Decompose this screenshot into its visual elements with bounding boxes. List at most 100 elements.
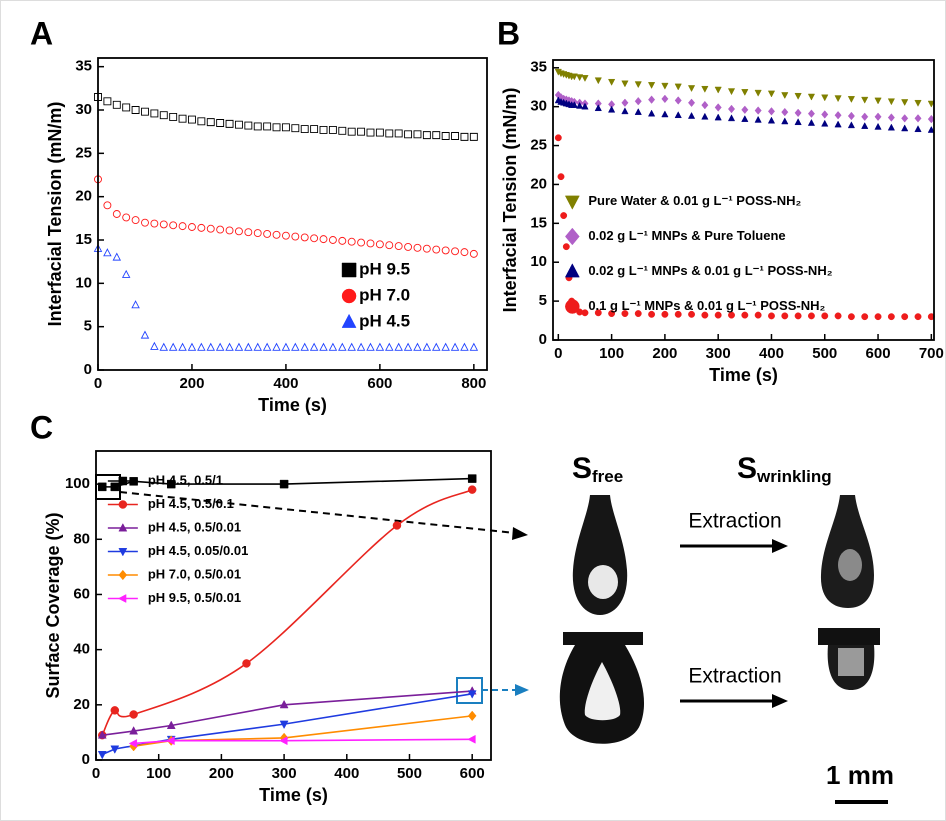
data-point	[385, 129, 394, 138]
data-point	[460, 342, 469, 351]
data-point	[347, 342, 356, 351]
drop-label: Swrinkling	[737, 452, 832, 487]
data-point	[557, 173, 565, 181]
data-point	[821, 312, 829, 320]
data-point	[847, 313, 855, 321]
data-point	[648, 95, 656, 104]
data-point	[450, 342, 460, 351]
data-point	[122, 103, 131, 112]
data-point	[291, 342, 300, 351]
data-point	[727, 104, 736, 114]
legend-marker	[564, 263, 580, 278]
data-point	[356, 342, 366, 351]
data-point	[403, 342, 413, 351]
legend-label: pH 7.0, 0.5/0.01	[148, 566, 241, 581]
data-point	[581, 102, 589, 110]
y-tick-label: 25	[530, 137, 547, 154]
data-point	[807, 118, 816, 126]
data-point	[701, 100, 709, 110]
data-point	[366, 239, 375, 248]
data-point	[272, 123, 281, 132]
legend-label: pH 7.0	[359, 285, 410, 304]
y-tick-label: 35	[530, 59, 547, 76]
data-point	[687, 85, 696, 93]
needle	[563, 632, 643, 645]
data-point	[234, 120, 243, 129]
data-point	[103, 201, 112, 210]
panel-label: B	[497, 15, 520, 51]
data-point	[234, 227, 243, 236]
data-point	[159, 111, 168, 120]
data-point	[206, 118, 215, 127]
data-point	[581, 309, 589, 317]
data-point	[608, 105, 616, 113]
data-point	[97, 730, 107, 739]
data-point	[168, 342, 178, 351]
data-point	[131, 216, 140, 225]
legend-marker	[118, 569, 128, 581]
data-point	[914, 114, 922, 123]
data-point	[375, 128, 384, 137]
panel-label: A	[30, 15, 53, 51]
data-point	[281, 123, 290, 132]
data-point	[661, 94, 669, 104]
data-point	[581, 75, 589, 82]
data-point	[701, 85, 709, 93]
data-point	[263, 122, 272, 131]
data-point	[621, 98, 629, 108]
data-point	[187, 342, 197, 351]
x-tick-label: 100	[599, 345, 624, 362]
data-point	[432, 245, 441, 254]
plot-frame	[552, 59, 935, 341]
panel-label: C	[30, 409, 53, 445]
data-point	[847, 111, 855, 121]
data-point	[874, 112, 882, 122]
data-point	[781, 312, 789, 320]
y-tick-label: 100	[65, 475, 90, 492]
data-point	[634, 310, 642, 317]
data-point	[874, 97, 882, 105]
data-point	[821, 110, 829, 119]
data-point	[901, 313, 909, 321]
x-tick-label: 500	[812, 345, 837, 362]
data-point	[422, 342, 432, 351]
legend-label: pH 4.5, 0.5/0.01	[148, 519, 241, 534]
data-point	[767, 116, 776, 124]
legend-marker	[341, 288, 357, 304]
data-point	[927, 125, 935, 133]
x-tick-label: 0	[554, 345, 562, 362]
data-point	[110, 706, 120, 715]
data-point	[714, 86, 722, 94]
data-point	[674, 96, 682, 105]
data-point	[451, 247, 460, 256]
data-point	[253, 122, 262, 131]
x-tick-label: 0	[92, 765, 100, 782]
data-point	[169, 112, 178, 121]
data-point	[460, 248, 469, 257]
data-point	[467, 734, 476, 744]
data-point	[834, 95, 842, 103]
data-point	[901, 99, 909, 107]
arrow-label: Extraction	[688, 665, 781, 688]
data-point	[206, 224, 215, 233]
data-point	[741, 89, 749, 96]
data-point	[328, 342, 338, 351]
drop-highlight	[584, 662, 621, 721]
arrow-head	[772, 539, 788, 553]
data-point	[103, 97, 112, 106]
data-point	[834, 120, 842, 128]
data-point	[242, 659, 251, 668]
legend-marker	[564, 195, 580, 210]
y-axis-title: Interfacial Tension (mN/m)	[45, 102, 65, 327]
data-point	[338, 342, 347, 351]
data-point	[781, 117, 789, 125]
data-point	[404, 242, 413, 251]
y-tick-label: 30	[75, 101, 92, 118]
data-point	[901, 124, 909, 132]
data-point	[608, 310, 616, 317]
data-point	[821, 94, 829, 102]
data-point	[121, 269, 131, 278]
data-point	[319, 125, 328, 134]
data-point	[914, 313, 922, 321]
data-point	[794, 312, 802, 320]
